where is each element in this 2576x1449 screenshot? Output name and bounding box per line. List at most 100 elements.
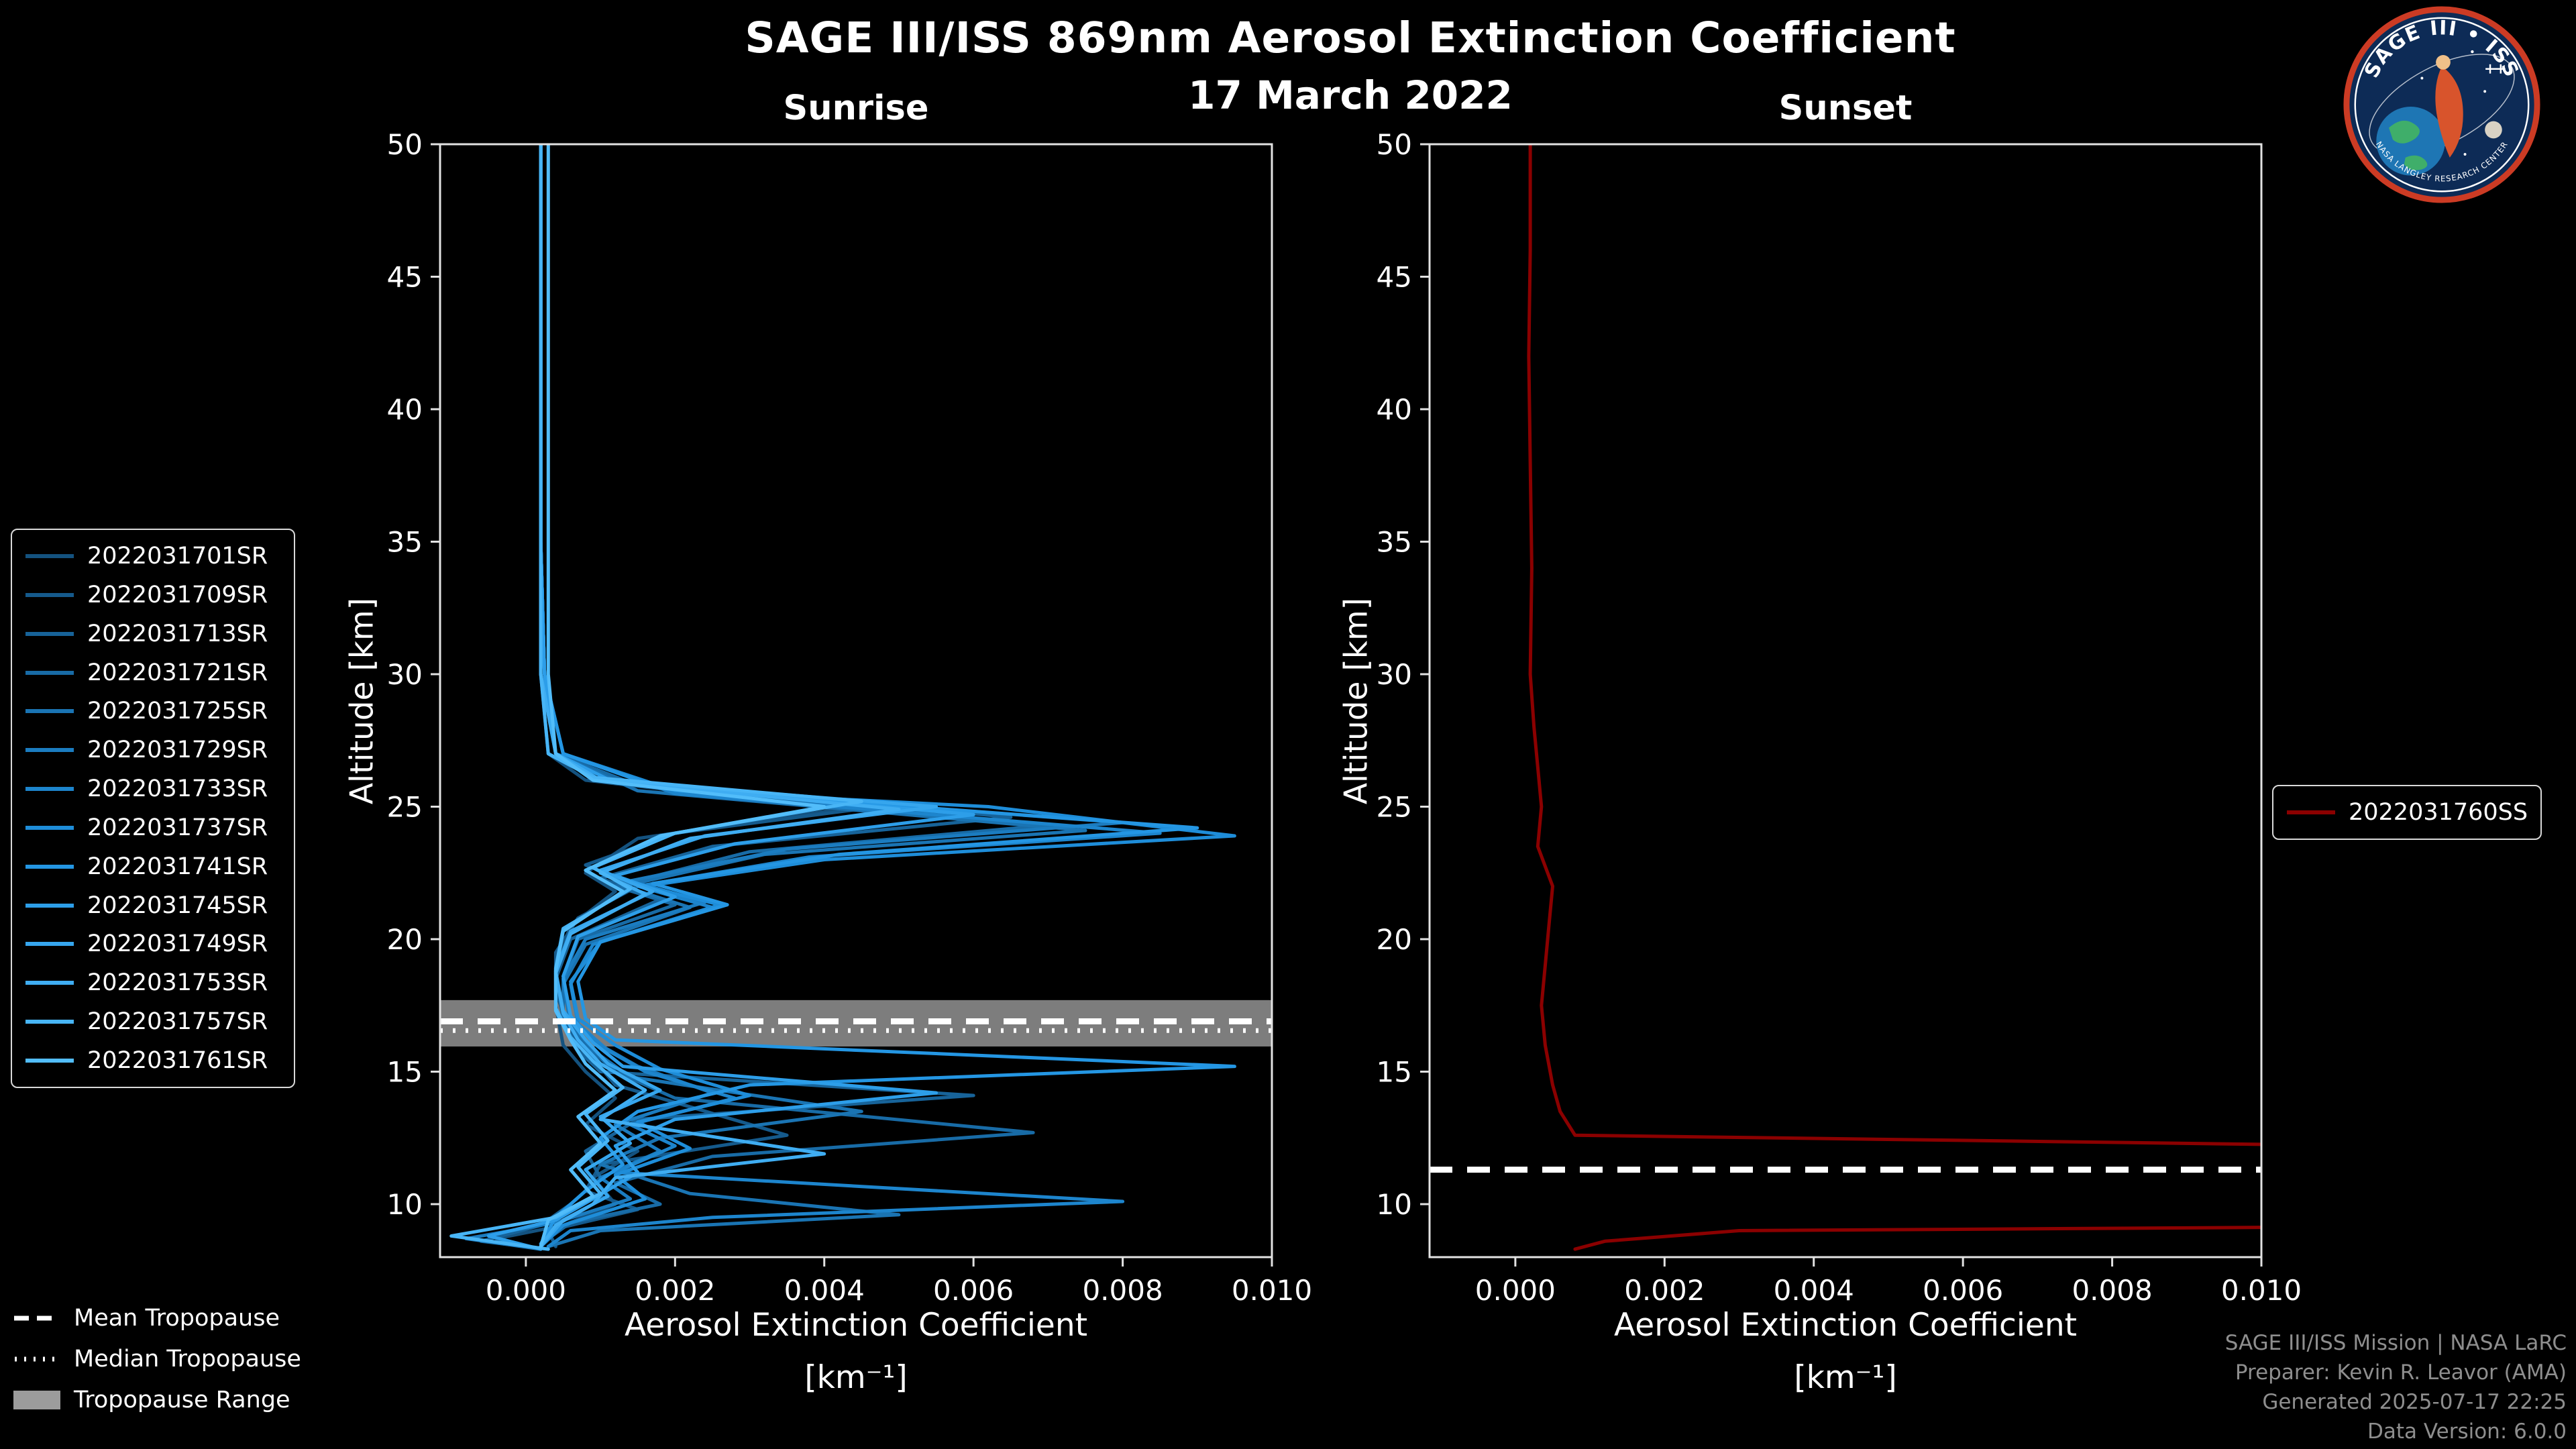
y-tick-label: 25 (387, 791, 423, 824)
tropopause-legend: Mean Tropopause Median Tropopause Tropop… (13, 1303, 301, 1415)
legend-swatch (25, 981, 74, 985)
gray-band-icon (13, 1391, 60, 1409)
legend-swatch (25, 1058, 74, 1063)
y-tick-label: 25 (1377, 791, 1412, 824)
x-tick-label: 0.002 (1624, 1274, 1705, 1307)
x-tick-label: 0.000 (486, 1274, 566, 1307)
sunset-panel-title: Sunset (1778, 89, 1913, 128)
mean-tropopause-legend-item: Mean Tropopause (13, 1303, 301, 1334)
figure-date: 17 March 2022 (1188, 72, 1513, 118)
sunrise-legend: 2022031701SR 2022031709SR 2022031713SR 2022… (11, 529, 295, 1088)
legend-label: 2022031749SR (87, 930, 268, 958)
y-tick-label: 45 (1377, 261, 1412, 294)
legend-item: 2022031721SR (24, 655, 282, 691)
series-line-2022031760SS (1527, 144, 2261, 1251)
median-tropopause-legend-item: Median Tropopause (13, 1344, 301, 1375)
x-tick-label: 0.002 (635, 1274, 715, 1307)
legend-label: 2022031761SR (87, 1046, 268, 1074)
legend-label: 2022031741SR (87, 853, 268, 880)
plot-canvas: 0.000 0.002 0.004 0.006 0.008 0.010 10 15 20 25 30… (387, 128, 1313, 1307)
legend-item: 2022031741SR (24, 849, 282, 885)
legend-item: 2022031713SR (24, 616, 282, 652)
sunset-x-axis-label: Aerosol Extinction Coefficient (1613, 1307, 2078, 1344)
legend-label: 2022031713SR (87, 620, 268, 647)
legend-swatch (25, 1020, 74, 1024)
y-tick-label: 50 (1377, 128, 1412, 161)
x-tick-label: 0.006 (933, 1274, 1014, 1307)
y-tick-label: 40 (1377, 393, 1412, 426)
legend-swatch (25, 631, 74, 636)
legend-swatch (25, 592, 74, 597)
figure-title: SAGE III/ISS 869nm Aerosol Extinction Co… (745, 13, 1956, 62)
attribution-generated: Generated 2025-07-17 22:25 (2262, 1389, 2567, 1414)
attribution: SAGE III/ISS Mission | NASA LaRC Prepare… (2225, 1328, 2567, 1446)
sunset-plot: 0.000 0.002 0.004 0.006 0.008 0.010 10 15 20 25 30… (1377, 128, 2302, 1307)
attribution-version: Data Version: 6.0.0 (2367, 1419, 2567, 1444)
legend-swatch (25, 709, 74, 714)
legend-item: 2022031749SR (24, 926, 282, 962)
legend-item: 2022031753SR (24, 965, 282, 1001)
y-tick-label: 35 (1377, 526, 1412, 559)
legend-item: 2022031737SR (24, 810, 282, 846)
y-tick-label: 35 (387, 526, 423, 559)
legend-label: 2022031721SR (87, 659, 268, 686)
legend-label: 2022031701SR (87, 543, 268, 570)
x-tick-label: 0.010 (2221, 1274, 2302, 1307)
x-tick-label: 0.006 (1923, 1274, 2003, 1307)
sunset-legend: 2022031760SS (2272, 785, 2542, 840)
median-tropopause-label: Median Tropopause (74, 1346, 301, 1373)
legend-label: 2022031725SR (87, 698, 268, 725)
legend-item: 2022031701SR (24, 538, 282, 574)
dotted-line-icon (15, 1356, 60, 1362)
x-tick-label: 0.010 (1232, 1274, 1312, 1307)
legend-item: 2022031760SS (2286, 794, 2528, 830)
iss-icon (2485, 64, 2506, 74)
y-tick-label: 15 (1377, 1056, 1412, 1089)
y-tick-label: 10 (387, 1188, 423, 1221)
sage-iss-logo: SAGE III • ISS NASA LANGLEY RESEARCH CEN… (2343, 5, 2541, 204)
attribution-mission: SAGE III/ISS Mission | NASA LaRC (2224, 1330, 2567, 1355)
tropopause-range-label: Tropopause Range (74, 1387, 290, 1413)
series-line-2022031761SR (539, 144, 826, 1248)
legend-item: 2022031761SR (24, 1042, 282, 1079)
y-tick-label: 30 (387, 658, 423, 691)
legend-label: 2022031757SR (87, 1008, 268, 1036)
legend-label: 2022031733SR (87, 775, 268, 803)
sunrise-y-axis-label: Altitude [km] (343, 597, 381, 805)
legend-item: 2022031745SR (24, 888, 282, 924)
legend-label: 2022031753SR (87, 969, 268, 997)
plot-canvas: 0.000 0.002 0.004 0.006 0.008 0.010 10 15 20 25 30… (1377, 128, 2302, 1307)
x-tick-label: 0.000 (1475, 1274, 1556, 1307)
legend-swatch (25, 942, 74, 947)
legend-item: 2022031709SR (24, 577, 282, 613)
legend-swatch (25, 864, 74, 869)
robed-figure-icon (2435, 66, 2463, 158)
legend-item: 2022031757SR (24, 1004, 282, 1040)
sunrise-x-axis-label: Aerosol Extinction Coefficient (624, 1307, 1088, 1344)
moon-icon (2485, 121, 2502, 139)
mean-tropopause-label: Mean Tropopause (74, 1305, 280, 1332)
y-tick-label: 10 (1377, 1188, 1412, 1221)
y-tick-label: 20 (387, 923, 423, 956)
y-tick-label: 15 (387, 1056, 423, 1089)
legend-item: 2022031725SR (24, 693, 282, 729)
x-tick-label: 0.004 (1774, 1274, 1854, 1307)
legend-swatch (25, 748, 74, 753)
y-tick-label: 30 (1377, 658, 1412, 691)
legend-swatch (25, 787, 74, 792)
dashed-line-icon (14, 1316, 60, 1321)
legend-item: 2022031733SR (24, 771, 282, 807)
legend-label: 2022031729SR (87, 737, 268, 764)
legend-swatch (2287, 810, 2335, 814)
legend-swatch (25, 903, 74, 908)
y-tick-label: 50 (387, 128, 423, 161)
attribution-preparer: Preparer: Kevin R. Leavor (AMA) (2235, 1360, 2567, 1385)
legend-item: 2022031729SR (24, 732, 282, 768)
sunrise-panel-title: Sunrise (783, 89, 929, 128)
y-tick-label: 20 (1377, 923, 1412, 956)
legend-swatch (25, 825, 74, 830)
legend-label: 2022031745SR (87, 892, 268, 919)
sage-iss-logo-patch: SAGE III • ISS NASA LANGLEY RESEARCH CEN… (2343, 6, 2540, 203)
legend-label: 2022031760SS (2349, 799, 2528, 826)
